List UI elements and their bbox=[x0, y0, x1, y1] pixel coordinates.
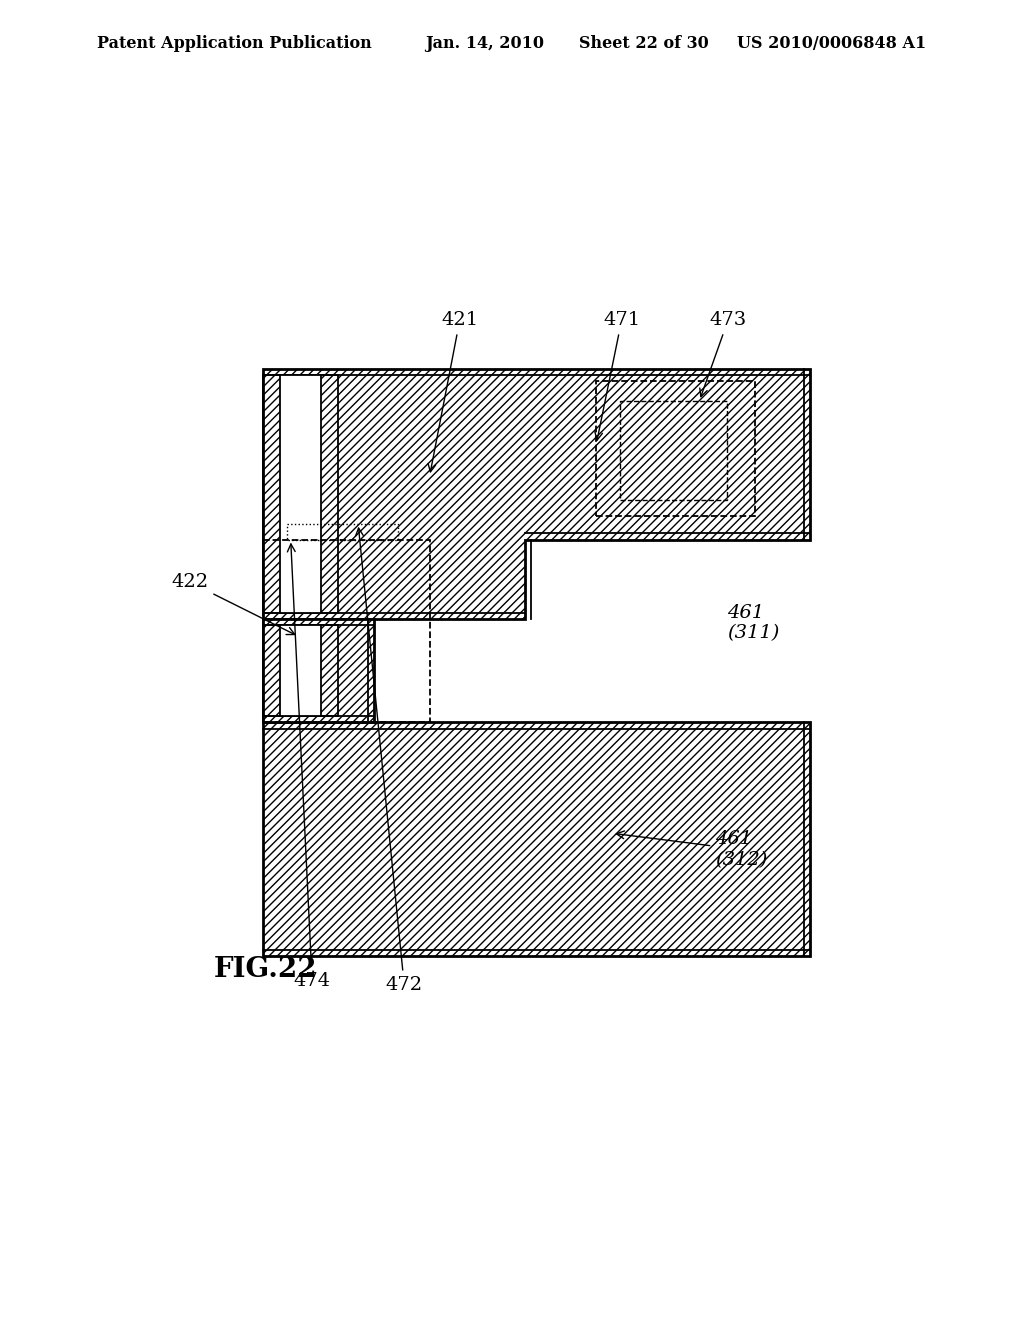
Bar bbox=[263, 619, 374, 722]
Text: 461
(312): 461 (312) bbox=[616, 830, 768, 869]
Text: 473: 473 bbox=[699, 312, 746, 397]
Bar bbox=[263, 626, 338, 715]
Bar bbox=[287, 524, 398, 540]
Bar bbox=[263, 375, 338, 612]
Text: 422: 422 bbox=[171, 573, 295, 635]
Bar bbox=[281, 375, 321, 612]
Text: Sheet 22 of 30: Sheet 22 of 30 bbox=[579, 34, 709, 51]
Polygon shape bbox=[263, 370, 811, 619]
Text: Jan. 14, 2010: Jan. 14, 2010 bbox=[425, 34, 544, 51]
Bar bbox=[620, 401, 727, 500]
Text: 472: 472 bbox=[355, 528, 423, 994]
Text: 461
(311): 461 (311) bbox=[727, 603, 779, 643]
Text: US 2010/0006848 A1: US 2010/0006848 A1 bbox=[737, 34, 927, 51]
Text: 421: 421 bbox=[428, 312, 478, 471]
Bar bbox=[596, 381, 755, 516]
Bar bbox=[263, 540, 430, 722]
Bar bbox=[263, 722, 811, 956]
Text: Patent Application Publication: Patent Application Publication bbox=[97, 34, 372, 51]
Text: 474: 474 bbox=[288, 544, 331, 990]
Bar bbox=[281, 626, 321, 715]
Text: 471: 471 bbox=[595, 312, 640, 440]
Text: FIG.22: FIG.22 bbox=[214, 956, 317, 983]
